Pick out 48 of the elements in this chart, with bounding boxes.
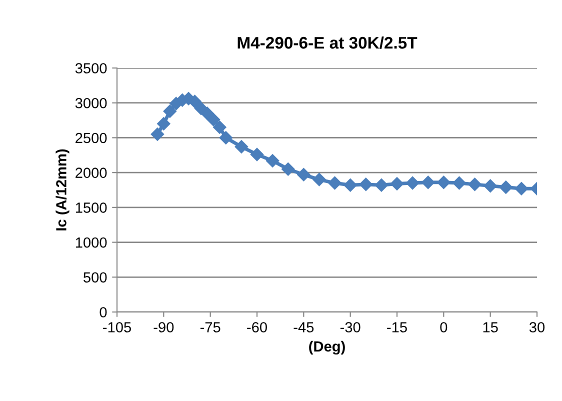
- x-tick-label: -105: [103, 322, 131, 332]
- x-tick-label: -90: [154, 322, 174, 332]
- point: [344, 178, 357, 192]
- point: [484, 179, 497, 192]
- x-tick-label: 15: [483, 322, 498, 332]
- x-tick-label: -45: [294, 322, 314, 332]
- point: [499, 180, 512, 194]
- point: [282, 162, 295, 176]
- x-tick-label: -75: [200, 322, 220, 332]
- y-tick-label: 3000: [75, 98, 107, 108]
- y-tick-label: 2000: [76, 168, 107, 178]
- point: [312, 172, 326, 186]
- y-tick-label: 1500: [76, 202, 107, 213]
- point: [234, 140, 248, 154]
- chart-title: M4-290-6-E at 30K/2.5T: [238, 36, 418, 49]
- point: [213, 120, 226, 134]
- x-tick-label: -60: [247, 322, 267, 332]
- x-axis-title: (Deg): [309, 340, 345, 355]
- point: [157, 117, 170, 130]
- point: [150, 128, 164, 141]
- x-tick-label: -30: [340, 322, 360, 332]
- x-tick-label: 30: [529, 322, 545, 332]
- y-axis-title: Ic (A/12mm): [56, 149, 70, 230]
- point: [219, 131, 232, 144]
- point: [328, 176, 342, 190]
- y-tick-label: 500: [84, 272, 107, 283]
- point: [266, 154, 280, 168]
- point: [514, 182, 528, 196]
- point: [452, 176, 466, 190]
- y-tick-label: 2500: [76, 132, 107, 144]
- point: [468, 178, 482, 192]
- point: [359, 178, 372, 192]
- point: [390, 177, 404, 190]
- point: [422, 176, 435, 189]
- point: [200, 106, 214, 120]
- point: [188, 94, 202, 108]
- y-tick-label: 1000: [76, 237, 107, 248]
- point: [437, 176, 450, 189]
- point: [374, 178, 388, 192]
- y-tick-label: 3500: [75, 63, 107, 74]
- point: [250, 148, 264, 162]
- point: [406, 176, 420, 190]
- point: [297, 168, 310, 182]
- y-tick-label: 0: [100, 307, 107, 318]
- x-tick-label: 0: [440, 322, 448, 332]
- point: [206, 113, 220, 126]
- x-tick-label: -15: [387, 322, 407, 332]
- point: [163, 104, 176, 118]
